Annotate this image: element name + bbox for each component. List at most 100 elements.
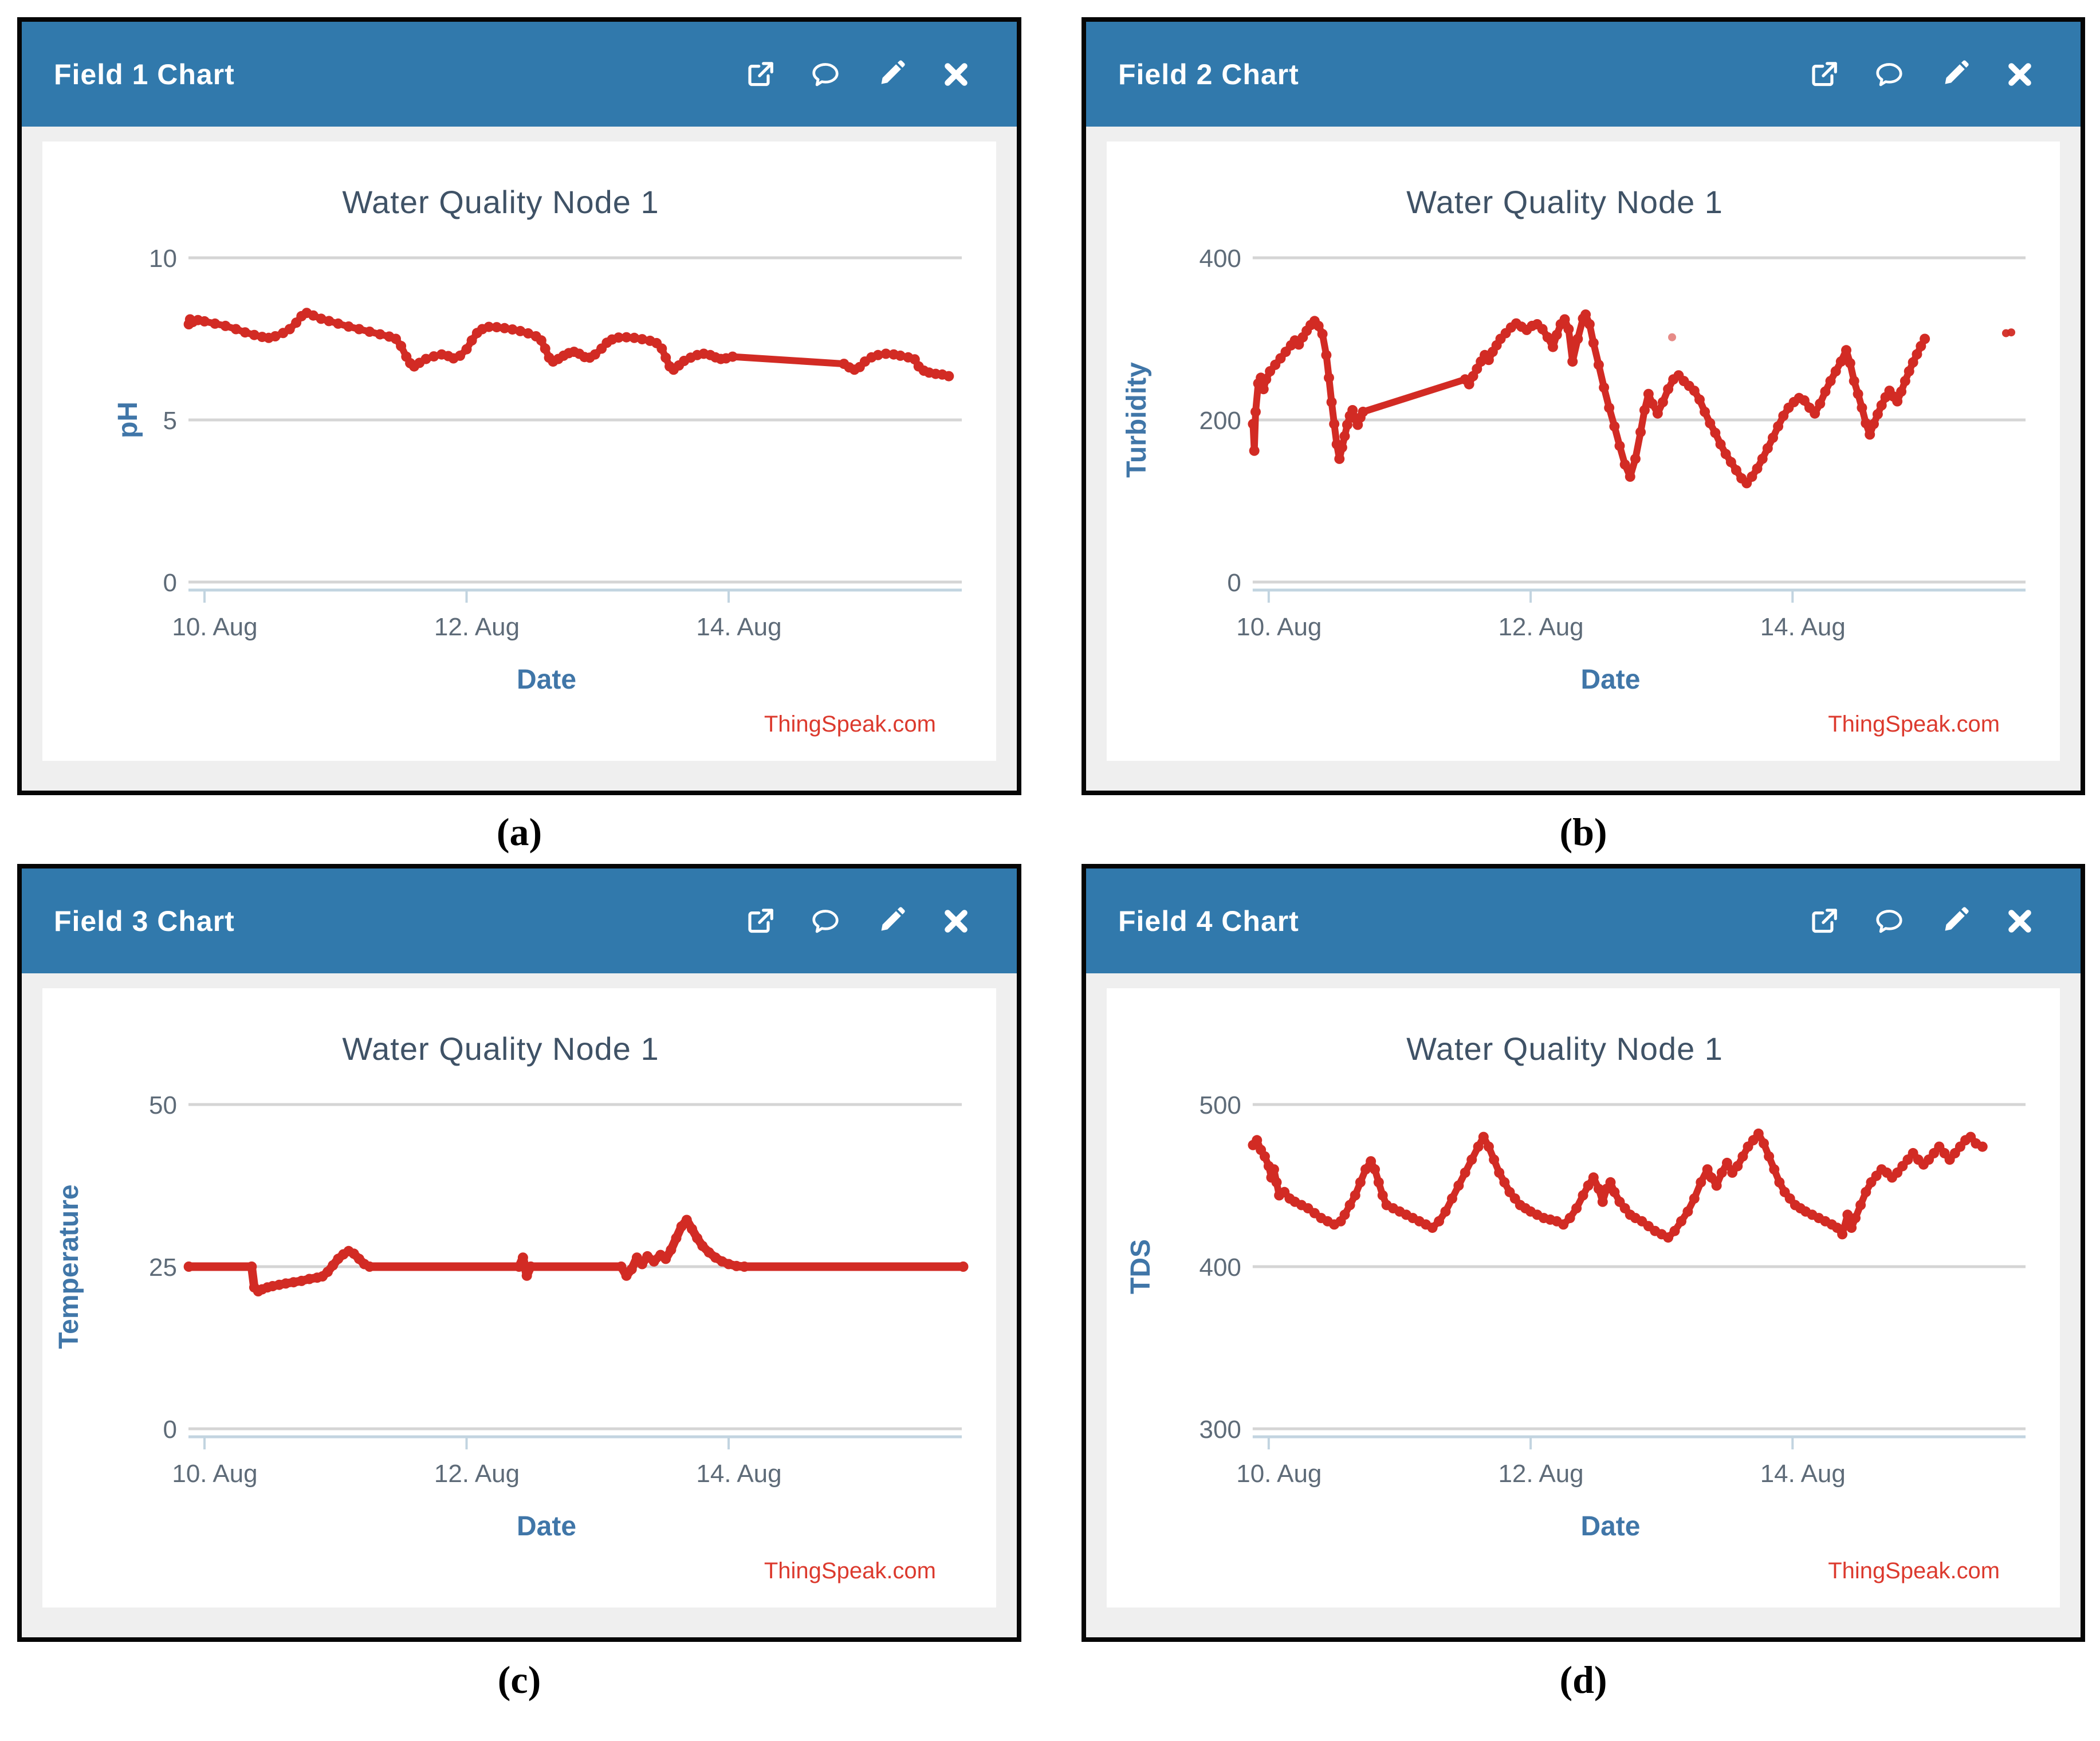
series-point: [1317, 329, 1328, 339]
series-point: [1446, 1193, 1457, 1204]
series-point: [1837, 1229, 1848, 1240]
series-point: [1865, 429, 1875, 440]
series-point: [1869, 419, 1879, 430]
window-title: Field 1 Chart: [54, 58, 235, 91]
titlebar-icon-group: [1808, 58, 2036, 91]
series-point: [1377, 1190, 1388, 1201]
caption-c: (c): [497, 1658, 541, 1701]
close-icon[interactable]: [940, 58, 972, 91]
series-point: [1483, 355, 1494, 366]
chart-title: Water Quality Node 1: [342, 184, 659, 220]
series-point: [1609, 421, 1620, 432]
external-link-icon[interactable]: [744, 905, 776, 937]
series-point: [1820, 386, 1831, 397]
series-point: [1248, 419, 1259, 430]
x-tick-label: 10. Aug: [1236, 1460, 1322, 1488]
chart-title: Water Quality Node 1: [1406, 184, 1723, 220]
comment-icon[interactable]: [1873, 58, 1905, 91]
series-point: [364, 1261, 375, 1272]
series-point: [692, 1233, 703, 1244]
series-point: [1339, 431, 1350, 442]
comment-icon[interactable]: [809, 58, 841, 91]
field3-chart-canvas: 0 25 50 10. Aug 12. Aug 14. Aug Water Quality …: [42, 988, 996, 1608]
series-point: [280, 1278, 291, 1289]
y-axis-title: TDS: [1126, 1239, 1156, 1294]
field3-chart-panel: Field 3 Chart 0 25 50 10. Aug 12. Aug 14. Aug…: [17, 864, 1021, 1642]
series-point: [1747, 471, 1757, 482]
y-tick-label: 500: [1200, 1091, 1241, 1119]
series-point: [1892, 396, 1903, 407]
series-point: [1326, 396, 1337, 407]
y-tick-label: 0: [163, 1416, 177, 1444]
series-point: [1720, 449, 1731, 459]
series-point: [1799, 395, 1810, 406]
y-axis-title: Temperature: [54, 1184, 84, 1349]
series-point: [1768, 433, 1778, 443]
series-point: [1639, 405, 1650, 415]
series-point: [727, 351, 738, 362]
external-link-icon[interactable]: [1808, 905, 1840, 937]
series-point: [1597, 1196, 1608, 1207]
titlebar-icon-group: [1808, 905, 2036, 937]
series-point: [1427, 1223, 1438, 1233]
series-point: [521, 1270, 532, 1281]
series-point: [1861, 418, 1871, 429]
window-title: Field 2 Chart: [1118, 58, 1299, 91]
series-point: [249, 329, 259, 340]
series-point: [1853, 388, 1863, 399]
external-link-icon[interactable]: [1808, 58, 1840, 91]
edit-pencil-icon[interactable]: [1938, 58, 1971, 91]
series-point: [1753, 1128, 1764, 1139]
series-point: [353, 324, 364, 335]
series-point: [1696, 1177, 1706, 1188]
series-point: [1850, 1213, 1861, 1224]
comment-icon[interactable]: [1873, 905, 1905, 937]
x-axis-title: Date: [1580, 665, 1640, 695]
series-point: [1835, 356, 1846, 367]
series-point: [1841, 345, 1852, 356]
series-point: [1571, 1203, 1582, 1214]
series-point: [428, 351, 439, 362]
edit-pencil-icon[interactable]: [875, 905, 907, 937]
series-point: [343, 321, 354, 332]
series-point: [1360, 1164, 1371, 1175]
watermark-link: ThingSpeak.com: [1828, 712, 2000, 737]
series-point: [308, 310, 318, 321]
comment-icon[interactable]: [809, 905, 841, 937]
series-point: [1329, 419, 1340, 430]
series-point: [1599, 382, 1610, 393]
series-point: [1774, 1177, 1785, 1188]
series-point: [1762, 443, 1773, 454]
series-point: [1466, 1154, 1477, 1165]
x-tick-label: 12. Aug: [434, 1460, 520, 1488]
series-point: [515, 325, 526, 336]
close-icon[interactable]: [2004, 58, 2036, 91]
external-link-icon[interactable]: [744, 58, 776, 91]
series-point: [375, 329, 386, 340]
series-point: [1663, 384, 1674, 395]
window-title: Field 3 Chart: [54, 905, 235, 937]
outlier-point: [2007, 328, 2016, 337]
series-point: [420, 353, 431, 364]
series-point: [1440, 1206, 1451, 1217]
series-point: [1347, 405, 1358, 415]
series-point: [943, 371, 954, 382]
series-point: [1731, 465, 1741, 475]
series-point: [1769, 1164, 1780, 1175]
series-point: [536, 335, 546, 346]
series-point: [1342, 419, 1352, 430]
series-point: [872, 349, 883, 360]
edit-pencil-icon[interactable]: [875, 58, 907, 91]
series-point: [1373, 1177, 1384, 1188]
chart-plot: 0 200 400 10. Aug 12. Aug 14. Aug Water Qualit…: [1122, 184, 2026, 737]
series-point: [1259, 1151, 1270, 1162]
y-tick-label: 400: [1200, 1253, 1241, 1282]
edit-pencil-icon[interactable]: [1938, 905, 1971, 937]
x-tick-label: 12. Aug: [434, 613, 520, 641]
series-point: [1473, 1141, 1484, 1152]
close-icon[interactable]: [2004, 905, 2036, 937]
series-point: [284, 324, 295, 335]
close-icon[interactable]: [940, 905, 972, 937]
series-point: [210, 318, 221, 329]
series-point: [296, 1275, 307, 1286]
